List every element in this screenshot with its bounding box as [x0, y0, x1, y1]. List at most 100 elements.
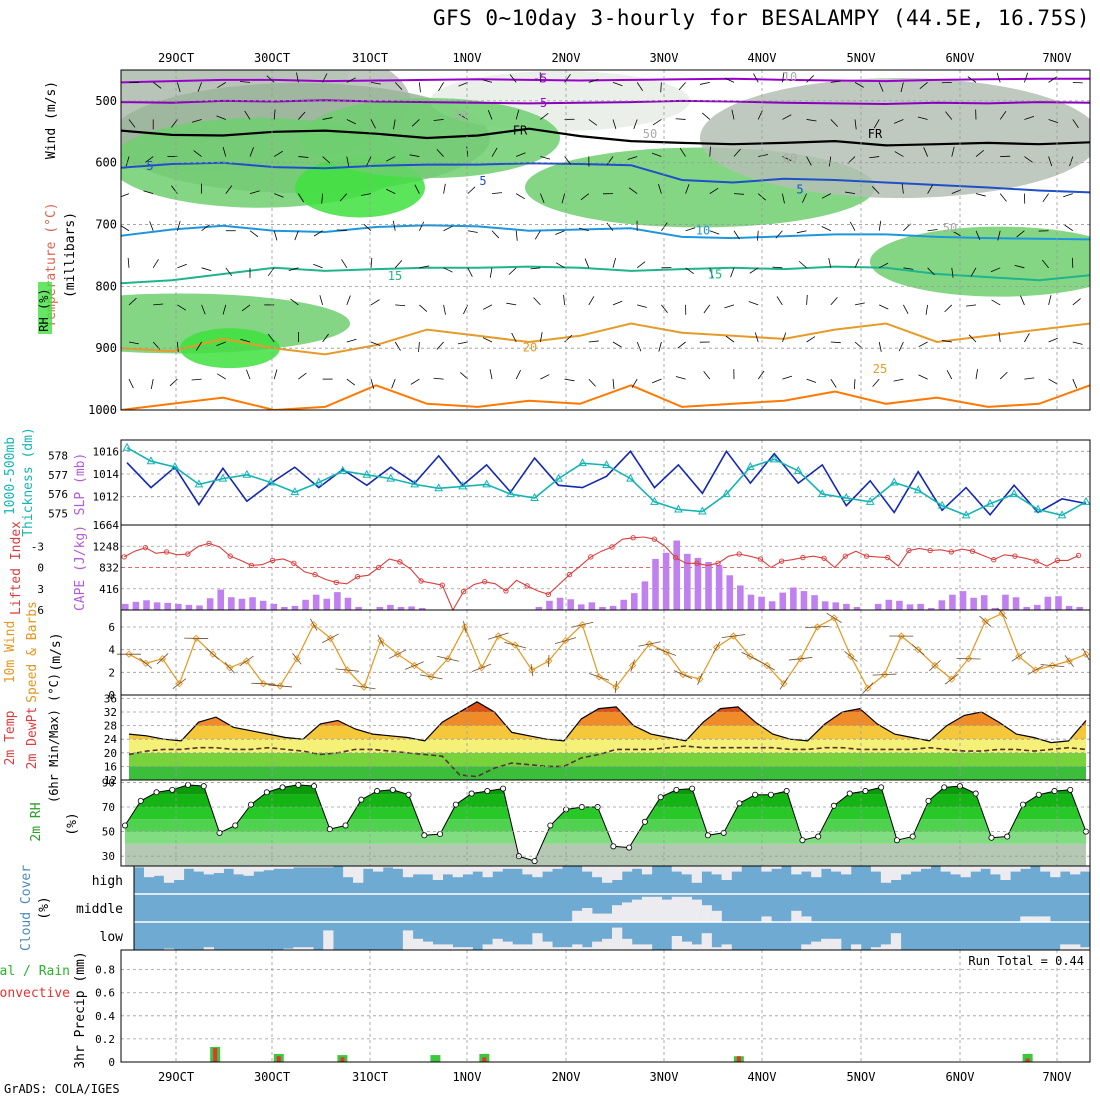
- rh-point: [689, 785, 696, 792]
- wind-barb-10m: [388, 649, 407, 659]
- ua-frame: [120, 69, 1091, 411]
- rh-point: [421, 832, 428, 839]
- wind-barb: [999, 111, 1007, 120]
- thickness-point: [793, 465, 803, 474]
- wind-speed-point: [981, 617, 989, 625]
- cape-bar: [705, 561, 712, 610]
- cloud-bar-high: [980, 866, 991, 869]
- wind-barb: [709, 267, 714, 278]
- wind-speed-point: [259, 680, 267, 688]
- rh-band: [125, 843, 1086, 866]
- cloud-bar-middle: [661, 899, 673, 922]
- thickness-point: [602, 460, 611, 469]
- wind-barb: [754, 332, 759, 343]
- date-label-top: 5NOV: [847, 51, 876, 65]
- lifted-index-point: [482, 579, 488, 585]
- wind-barb: [927, 267, 935, 276]
- wind-barb: [540, 193, 545, 204]
- cloud-bar-low: [691, 944, 702, 950]
- lifted-index-point: [715, 560, 721, 566]
- cape-bar: [641, 581, 649, 610]
- wind-barb: [1048, 337, 1058, 343]
- cape-bar: [344, 597, 352, 610]
- cloud-bar-middle: [1020, 916, 1031, 922]
- rh-point: [862, 788, 869, 795]
- wind-speed-point: [796, 655, 805, 663]
- wind-barb: [467, 186, 476, 194]
- rh-tick-label: 30: [102, 850, 115, 863]
- lifted-index-point: [121, 554, 127, 560]
- dewpoint-line: [128, 745, 1087, 778]
- cloud-bar-high: [910, 866, 922, 872]
- wind-ylabel-1: 10m Wind: [3, 621, 18, 684]
- rh-point: [799, 837, 806, 844]
- wind-barb-10m: [928, 659, 941, 672]
- contour-label: 50: [643, 127, 657, 141]
- wind-barb: [489, 369, 493, 380]
- cloud-bar-high: [950, 866, 961, 875]
- cloud-bar-low: [502, 941, 513, 950]
- cloud-bar-middle: [1040, 916, 1051, 922]
- lifted-index-point: [906, 547, 912, 554]
- wind-barb: [491, 230, 500, 239]
- temp-band: [129, 766, 1086, 780]
- wind-barb: [701, 112, 711, 120]
- cape-bar: [122, 603, 129, 610]
- wind-barb: [830, 119, 839, 127]
- cloud-bar-high: [631, 866, 643, 869]
- thickness-point: [458, 481, 467, 490]
- cloud-bar-high: [1050, 866, 1061, 878]
- wind-barb: [1024, 377, 1035, 380]
- wind-barb-10m: [1011, 651, 1027, 662]
- wind-barb: [152, 259, 159, 269]
- rh-point: [342, 822, 349, 829]
- cloud-bar-low: [641, 944, 653, 950]
- wind-barb-10m: [555, 637, 577, 644]
- cloud-bar-high: [402, 866, 414, 878]
- thickness-tick-label: 578: [48, 449, 68, 462]
- cloud-bar-low: [293, 947, 304, 950]
- wind-barb: [806, 119, 817, 122]
- wind-barb: [997, 230, 1001, 241]
- wind-barb-10m: [697, 673, 703, 686]
- contour-label: 20: [523, 340, 537, 354]
- cape-bar: [938, 600, 946, 610]
- rh-point: [389, 786, 396, 793]
- wind-barb: [443, 225, 453, 232]
- lifted-index-point: [1033, 558, 1039, 564]
- thickness-point: [338, 465, 348, 474]
- wind-speed-point: [780, 680, 788, 688]
- date-label-bottom: 5NOV: [847, 1070, 876, 1084]
- wind-barb: [346, 378, 356, 386]
- cloud-bar-high: [940, 866, 951, 872]
- rh-point: [925, 797, 932, 804]
- wind-barb: [418, 341, 420, 352]
- wind-barb: [128, 341, 139, 345]
- cape-bar: [811, 595, 818, 610]
- cape-bar: [1033, 604, 1041, 610]
- wind-barb: [1048, 119, 1059, 124]
- wind-barb: [991, 299, 1001, 306]
- wind-barb: [433, 119, 444, 121]
- contour-label: -5: [533, 71, 547, 85]
- cloud-bar-low: [631, 944, 643, 950]
- wind-barb: [274, 193, 284, 198]
- wind-barb: [563, 294, 565, 305]
- wind-barb: [346, 119, 356, 125]
- cloud-bar-low: [1060, 944, 1071, 950]
- thickness-point: [530, 492, 539, 501]
- wind-barb: [1024, 156, 1033, 163]
- isotherm-line: [121, 322, 1090, 356]
- wind-barb-10m: [548, 654, 550, 668]
- lifted-index-point: [333, 579, 339, 586]
- wind-barb: [467, 267, 473, 277]
- wind-barb: [506, 302, 517, 306]
- cape-bar: [1023, 606, 1030, 610]
- cloud-bar-high: [233, 866, 244, 875]
- wind-speed-point: [696, 675, 704, 683]
- cape-bar: [906, 604, 914, 610]
- cape-bar: [599, 606, 606, 610]
- wind-tick-label: 4: [108, 644, 115, 657]
- wind-barb: [193, 150, 202, 157]
- thickness-point: [626, 473, 635, 482]
